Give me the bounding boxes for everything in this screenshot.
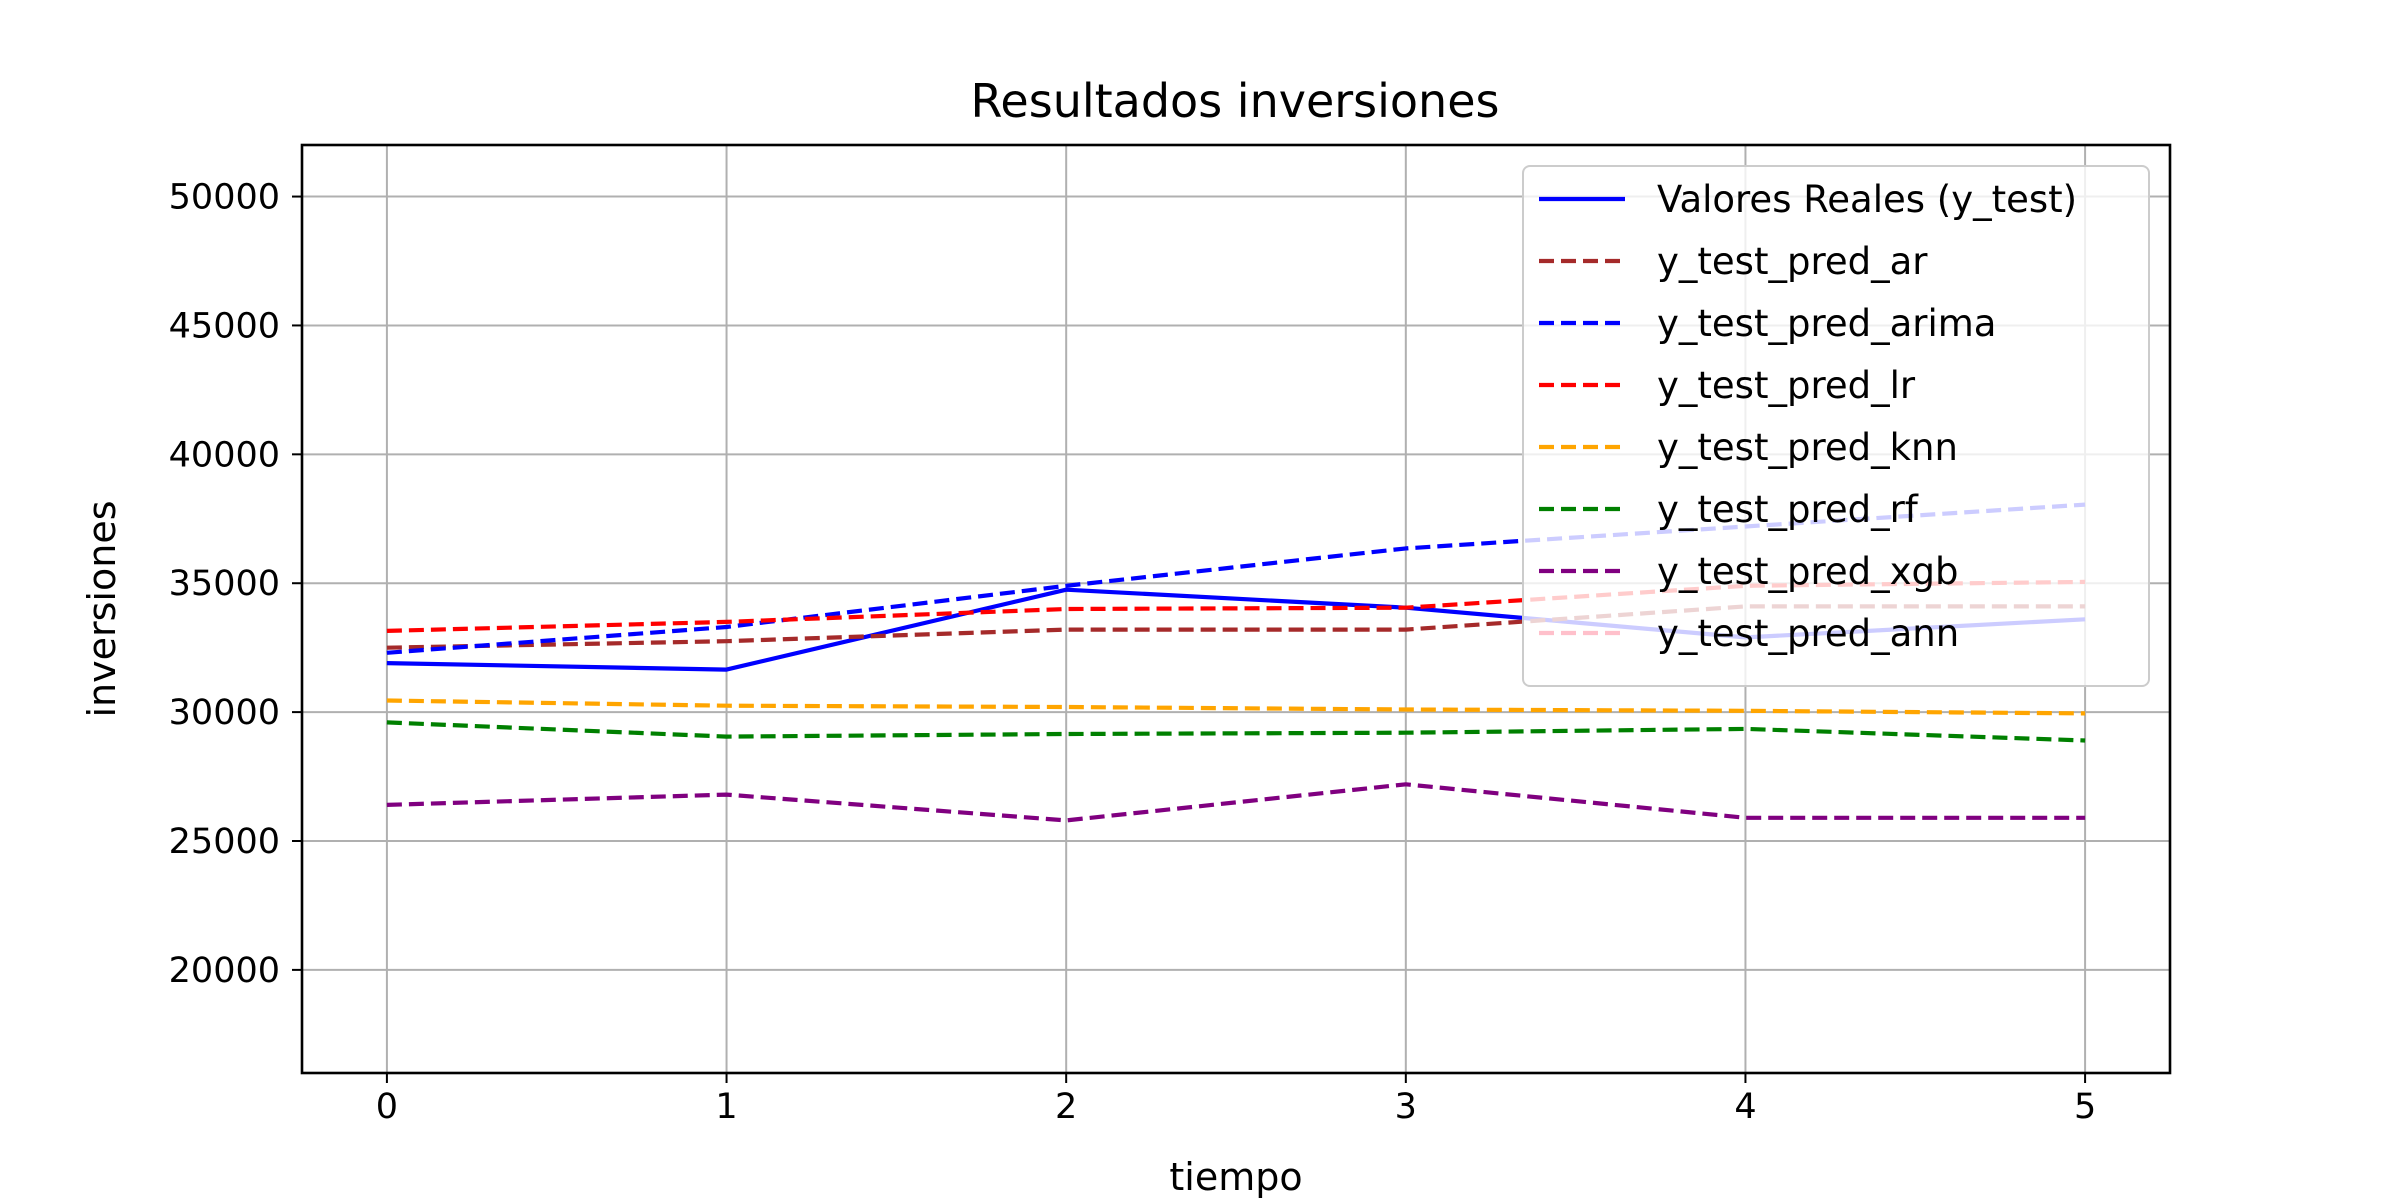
series-line (386, 720, 2086, 743)
x-axis-title: tiempo (1169, 1155, 1302, 1199)
series-line (386, 698, 2086, 716)
chart-title: Resultados inversiones (971, 74, 1500, 128)
legend-label: Valores Reales (y_test) (1657, 178, 2077, 221)
x-tick-label: 1 (715, 1087, 737, 1127)
legend-box (1522, 165, 2150, 687)
legend-label: y_test_pred_xgb (1657, 550, 1958, 593)
x-tick-label: 2 (1055, 1087, 1077, 1127)
y-tick-label: 25000 (169, 822, 280, 862)
x-tick-label: 5 (2074, 1087, 2096, 1127)
y-tick-label: 40000 (169, 435, 280, 475)
legend-label: y_test_pred_lr (1657, 364, 1916, 407)
x-tick-label: 4 (1734, 1087, 1756, 1127)
y-tick-label: 50000 (169, 178, 280, 218)
series-line (386, 782, 2086, 823)
legend-label: y_test_pred_rf (1657, 488, 1919, 531)
y-tick-label: 45000 (169, 306, 280, 346)
y-tick-label: 20000 (169, 951, 280, 991)
legend-label: y_test_pred_knn (1657, 426, 1958, 469)
legend-label: y_test_pred_ar (1657, 240, 1928, 283)
y-tick-label: 30000 (169, 693, 280, 733)
axis-ticks: 0 1 2 3 4 5 20000 25000 30000 35000 40000 45000 5000… (169, 178, 2097, 1127)
x-tick-label: 0 (376, 1087, 398, 1127)
x-tick-label: 3 (1395, 1087, 1417, 1127)
legend: Valores Reales (y_test) y_test_pred_ar y_t… (1522, 165, 2150, 687)
y-axis-title: inversiones (80, 501, 124, 718)
y-tick-label: 35000 (169, 564, 280, 604)
plot-frame (300, 143, 2172, 1075)
legend-label: y_test_pred_ann (1657, 612, 1959, 655)
legend-label: y_test_pred_arima (1657, 302, 1996, 345)
